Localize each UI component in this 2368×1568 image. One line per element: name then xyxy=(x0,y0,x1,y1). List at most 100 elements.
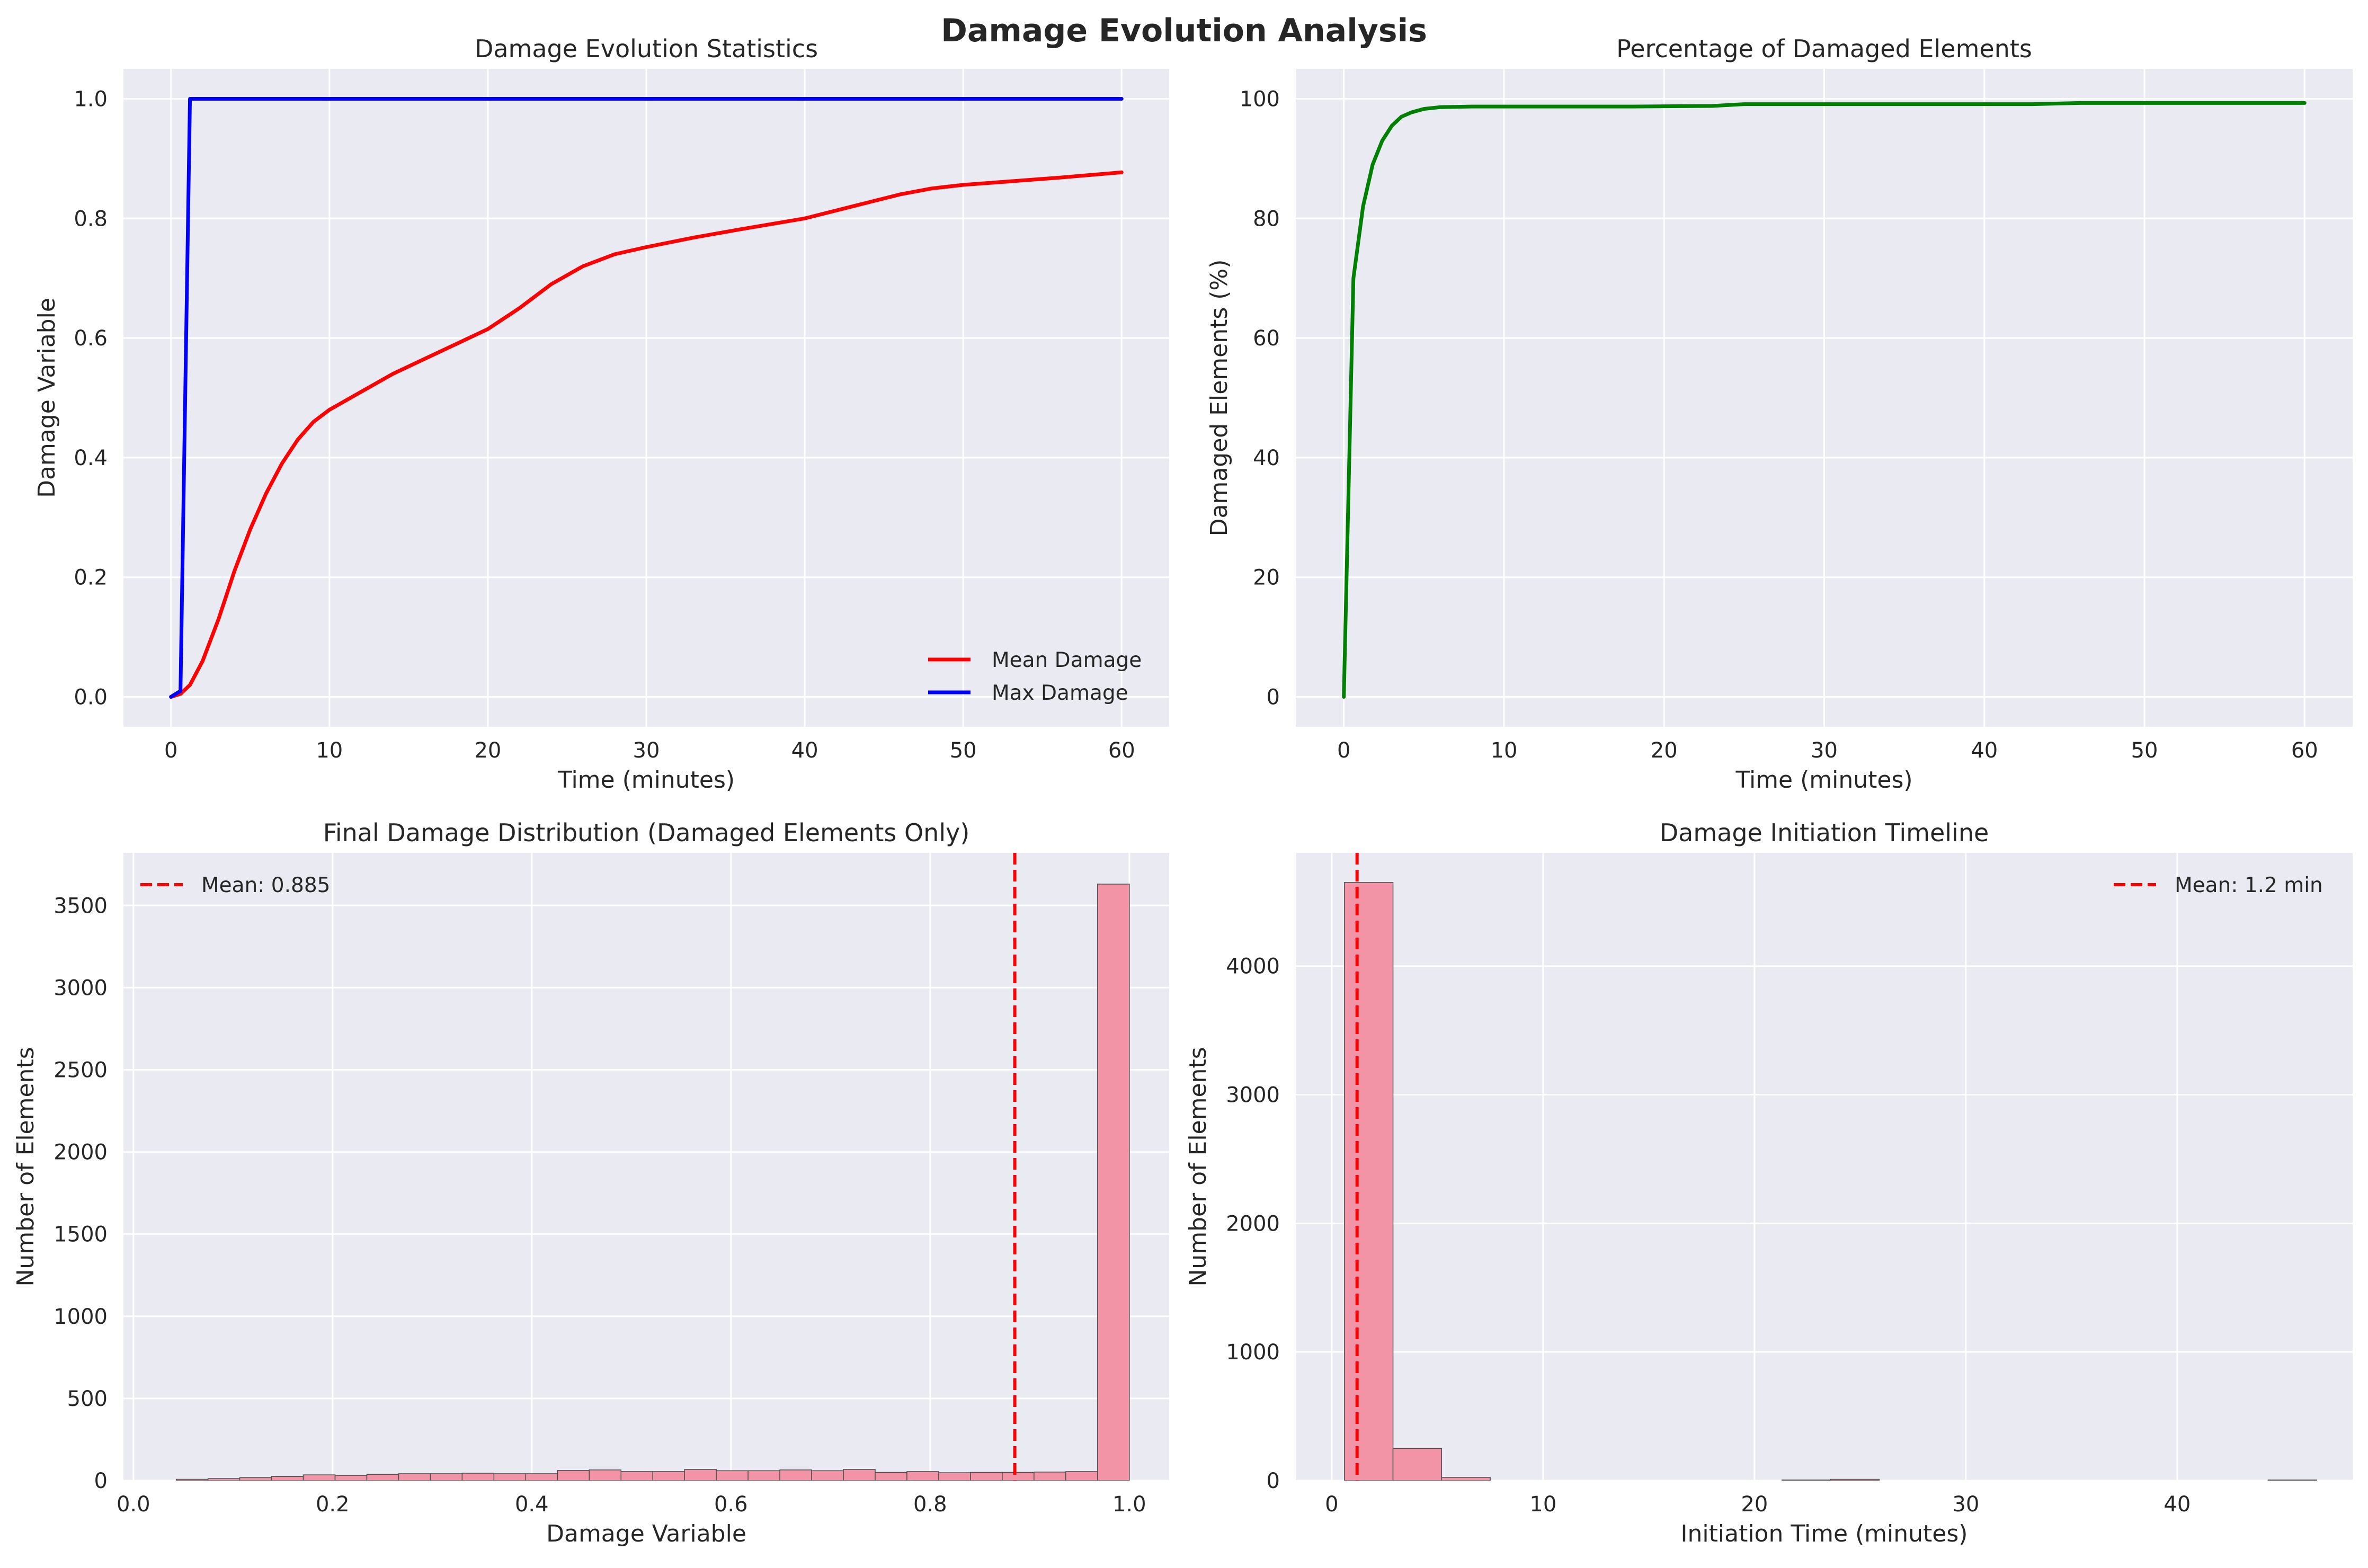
histogram-bar xyxy=(1034,1472,1066,1481)
panel-p1: 0 10 20 30 40 50 60 0.0 0.2 0.4 0.6 0.8 1.0 Damage Ev… xyxy=(33,34,1169,794)
y-tick-label: 2000 xyxy=(1226,1211,1280,1236)
y-tick-label: 1000 xyxy=(54,1305,108,1329)
panel-p3: 0.0 0.2 0.4 0.6 0.8 1.0 0 500 1000 1500 2000 2500 30… xyxy=(12,818,1169,1547)
x-tick-label: 50 xyxy=(2131,738,2158,763)
y-tick-label: 0.2 xyxy=(74,566,108,590)
x-tick-label: 10 xyxy=(1491,738,1518,763)
x-tick-label: 1.0 xyxy=(1112,1492,1146,1517)
histogram-bar xyxy=(747,1470,780,1481)
histogram-bar xyxy=(430,1473,463,1481)
histogram-bar xyxy=(302,1474,336,1481)
panel-title: Damage Initiation Timeline xyxy=(1660,818,1989,847)
y-tick-label: 1.0 xyxy=(74,87,108,111)
x-tick-label: 0.4 xyxy=(515,1492,549,1517)
histogram-bar xyxy=(493,1473,527,1481)
x-axis-label: Time (minutes) xyxy=(1735,767,1912,794)
plot-area xyxy=(123,853,1169,1481)
x-tick-label: 60 xyxy=(2291,738,2318,763)
y-axis-label: Damage Variable xyxy=(33,298,60,498)
y-tick-label: 40 xyxy=(1253,446,1280,470)
histogram-bar xyxy=(398,1473,431,1481)
y-tick-label: 0 xyxy=(1267,1469,1280,1493)
x-tick-label: 0.0 xyxy=(117,1492,150,1517)
legend-label: Max Damage xyxy=(992,681,1128,705)
legend-label: Mean: 1.2 min xyxy=(2175,874,2323,897)
x-tick-label: 10 xyxy=(316,738,343,763)
x-tick-label: 10 xyxy=(1529,1492,1556,1517)
histogram-bar xyxy=(843,1469,876,1481)
legend-label: Mean: 0.885 xyxy=(201,874,330,897)
histogram-bar xyxy=(239,1477,272,1481)
y-axis-label: Number of Elements xyxy=(12,1047,39,1286)
panel-p2: 0 10 20 30 40 50 60 0 20 40 60 80 100 Percentage of D… xyxy=(1206,34,2353,794)
histogram-bar xyxy=(1065,1471,1098,1481)
histogram-bar xyxy=(1441,1477,1491,1481)
y-tick-label: 20 xyxy=(1253,566,1280,590)
y-tick-label: 0 xyxy=(94,1469,108,1493)
panel-title: Final Damage Distribution (Damaged Eleme… xyxy=(323,818,970,847)
plot-area xyxy=(1296,853,2353,1481)
histogram-bar xyxy=(334,1475,368,1481)
y-tick-label: 0 xyxy=(1267,685,1280,710)
panel-p4: 0 10 20 30 40 0 1000 2000 3000 4000 Damage Initiat… xyxy=(1185,818,2353,1547)
x-axis-label: Damage Variable xyxy=(546,1520,746,1547)
y-axis-label: Damaged Elements (%) xyxy=(1206,260,1233,537)
histogram-bar xyxy=(875,1472,907,1481)
x-tick-label: 30 xyxy=(1811,738,1838,763)
panel-title: Percentage of Damaged Elements xyxy=(1616,34,2032,63)
x-tick-label: 20 xyxy=(474,738,501,763)
histogram-bar xyxy=(620,1471,653,1481)
panel-title: Damage Evolution Statistics xyxy=(475,34,818,63)
histogram-bar xyxy=(366,1474,399,1481)
histogram-bar xyxy=(1344,882,1394,1481)
series-line-damaged-elements xyxy=(1342,101,2307,699)
series-line-mean-damage xyxy=(169,170,1124,699)
y-tick-label: 3000 xyxy=(1226,1083,1280,1108)
x-tick-label: 60 xyxy=(1108,738,1135,763)
histogram-bar xyxy=(1002,1472,1035,1481)
histogram-bar xyxy=(652,1471,685,1481)
histogram-bar xyxy=(557,1470,590,1481)
series-line-max-damage xyxy=(169,97,1124,699)
x-tick-label: 0.6 xyxy=(714,1492,748,1517)
plot-marks xyxy=(169,97,1124,699)
y-tick-label: 1500 xyxy=(54,1223,108,1247)
y-axis-label: Number of Elements xyxy=(1185,1047,1212,1286)
x-tick-label: 0 xyxy=(1325,1492,1338,1517)
histogram-bar xyxy=(779,1469,812,1481)
y-tick-label: 3500 xyxy=(54,894,108,918)
histogram-bar xyxy=(684,1469,717,1481)
x-tick-label: 0 xyxy=(1337,738,1350,763)
x-tick-label: 20 xyxy=(1741,1492,1768,1517)
histogram-bar xyxy=(175,1478,209,1481)
legend-label: Mean Damage xyxy=(992,648,1142,672)
x-axis-label: Initiation Time (minutes) xyxy=(1681,1520,1968,1547)
histogram-bar xyxy=(1830,1478,1880,1481)
histogram-bar xyxy=(525,1473,558,1481)
histogram-bar xyxy=(271,1476,304,1481)
y-tick-label: 100 xyxy=(1240,87,1280,111)
x-tick-label: 0.2 xyxy=(316,1492,350,1517)
x-tick-label: 30 xyxy=(633,738,660,763)
y-tick-label: 2500 xyxy=(54,1058,108,1082)
y-tick-label: 500 xyxy=(67,1387,108,1411)
plot-marks xyxy=(175,853,1130,1481)
y-tick-label: 4000 xyxy=(1226,955,1280,979)
histogram-bar xyxy=(207,1478,241,1481)
x-tick-label: 0 xyxy=(164,738,177,763)
y-tick-label: 0.8 xyxy=(74,207,108,231)
histogram-bar xyxy=(589,1469,621,1481)
x-tick-label: 30 xyxy=(1952,1492,1979,1517)
figure-suptitle: Damage Evolution Analysis xyxy=(941,12,1427,49)
y-tick-label: 0.4 xyxy=(74,446,108,470)
x-tick-label: 50 xyxy=(950,738,977,763)
y-tick-label: 3000 xyxy=(54,976,108,1000)
y-tick-label: 60 xyxy=(1253,326,1280,351)
histogram-bar xyxy=(716,1470,749,1481)
y-tick-label: 2000 xyxy=(54,1141,108,1165)
x-axis-label: Time (minutes) xyxy=(557,767,735,794)
y-tick-label: 0.6 xyxy=(74,326,108,351)
histogram-bar xyxy=(906,1471,939,1481)
histogram-bar xyxy=(461,1473,495,1481)
x-tick-label: 0.8 xyxy=(913,1492,947,1517)
